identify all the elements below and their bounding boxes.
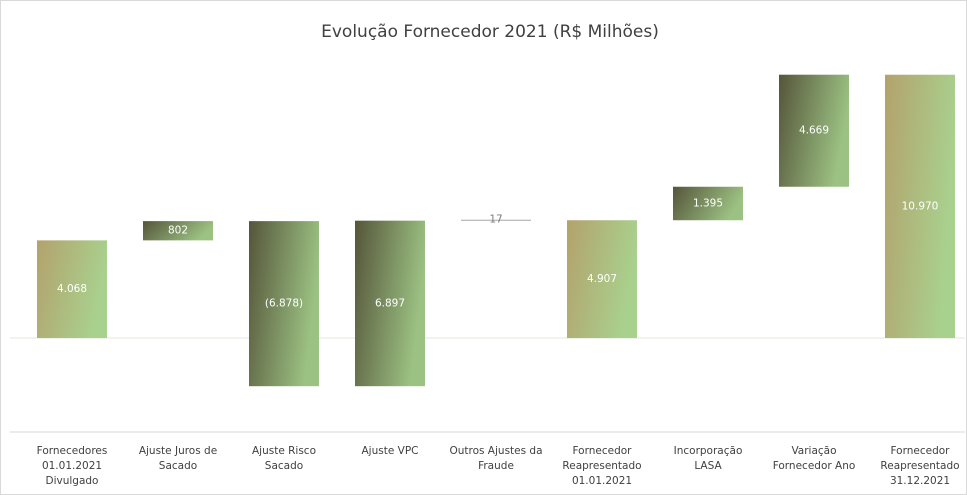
x-tick-label: Fornecedor Reapresentado 01.01.2021 (562, 445, 642, 487)
x-tick-label: Fornecedores 01.01.2021 Divulgado (36, 445, 108, 487)
bar (885, 74, 955, 338)
chart-title: Evolução Fornecedor 2021 (R$ Milhões) (321, 22, 659, 42)
data-label: 802 (168, 225, 188, 237)
x-tick-label: Ajuste Juros de Sacado (138, 445, 218, 472)
bar (779, 74, 849, 187)
x-tick-label: Incorporação LASA (673, 445, 743, 472)
x-tick-label: Outros Ajustes da Fraude (449, 445, 543, 472)
data-label: 4.068 (57, 283, 87, 295)
x-tick-label: Ajuste Risco Sacado (251, 445, 317, 472)
data-label: 17 (489, 213, 502, 225)
x-tick-label: Variação Fornecedor Ano (772, 445, 856, 472)
data-label: 10.970 (902, 200, 939, 212)
data-label: 6.897 (375, 297, 405, 309)
x-tick-label: Fornecedor Reapresentado 31.12.2021 (880, 445, 960, 487)
data-label: 1.395 (693, 197, 723, 209)
data-label: (6.878) (265, 298, 303, 310)
x-tick-label: Ajuste VPC (361, 445, 419, 457)
data-label: 4.669 (799, 125, 829, 137)
bar (143, 221, 213, 241)
bar (355, 220, 425, 387)
bar (249, 221, 319, 387)
bar (567, 220, 637, 338)
bar (673, 186, 743, 221)
bar (37, 240, 107, 338)
data-label: 4.907 (587, 273, 617, 285)
